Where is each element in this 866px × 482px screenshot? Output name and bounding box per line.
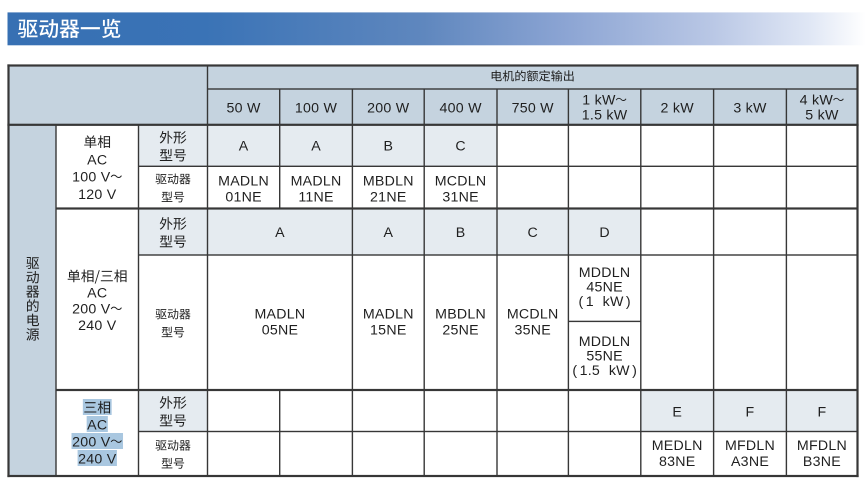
svg-text:MCDLN: MCDLN bbox=[507, 307, 559, 323]
svg-text:B3NE: B3NE bbox=[803, 454, 841, 470]
svg-text:11NE: 11NE bbox=[298, 190, 333, 206]
svg-text:A3NE: A3NE bbox=[731, 454, 769, 470]
svg-text:MFDLN: MFDLN bbox=[725, 438, 775, 454]
svg-text:F: F bbox=[746, 405, 755, 421]
svg-text:1.5: 1.5 bbox=[580, 363, 600, 379]
svg-text:MBDLN: MBDLN bbox=[363, 174, 414, 190]
svg-text:(: ( bbox=[572, 363, 577, 379]
svg-text:D: D bbox=[599, 225, 610, 241]
svg-text:MADLN: MADLN bbox=[291, 174, 342, 190]
svg-text:4 kW: 4 kW bbox=[800, 93, 834, 109]
svg-text:A: A bbox=[239, 139, 249, 155]
svg-text:200 W: 200 W bbox=[367, 100, 410, 116]
svg-text:100 V: 100 V bbox=[72, 170, 111, 186]
svg-text:C: C bbox=[455, 139, 466, 155]
svg-text:MADLN: MADLN bbox=[218, 174, 269, 190]
svg-text:): ) bbox=[632, 363, 637, 379]
svg-text:400 W: 400 W bbox=[439, 100, 482, 116]
svg-text:MEDLN: MEDLN bbox=[652, 438, 703, 454]
svg-text:MBDLN: MBDLN bbox=[435, 307, 486, 323]
svg-text:200 V: 200 V bbox=[72, 302, 111, 318]
svg-text:MADLN: MADLN bbox=[363, 307, 414, 323]
svg-text:1: 1 bbox=[586, 294, 594, 310]
svg-text:50 W: 50 W bbox=[227, 100, 261, 116]
svg-text:1.5 kW: 1.5 kW bbox=[582, 107, 628, 123]
svg-text:A: A bbox=[311, 139, 321, 155]
svg-text:21NE: 21NE bbox=[370, 190, 407, 206]
svg-text:1 kW: 1 kW bbox=[582, 93, 616, 109]
svg-text:100 W: 100 W bbox=[295, 100, 338, 116]
svg-text:F: F bbox=[817, 405, 826, 421]
svg-text:240 V: 240 V bbox=[78, 318, 117, 334]
svg-text:E: E bbox=[672, 405, 682, 421]
svg-text:(: ( bbox=[579, 294, 584, 310]
svg-text:AC: AC bbox=[87, 152, 107, 168]
svg-text:): ) bbox=[626, 294, 631, 310]
svg-text:AC: AC bbox=[87, 417, 107, 433]
svg-text:kW: kW bbox=[609, 363, 630, 379]
svg-text:120 V: 120 V bbox=[78, 187, 117, 203]
svg-text:B: B bbox=[456, 225, 466, 241]
svg-text:A: A bbox=[383, 225, 393, 241]
svg-text:750 W: 750 W bbox=[512, 100, 555, 116]
svg-text:25NE: 25NE bbox=[442, 323, 479, 339]
svg-text:kW: kW bbox=[603, 294, 624, 310]
svg-text:AC: AC bbox=[87, 285, 107, 301]
svg-text:31NE: 31NE bbox=[442, 190, 479, 206]
svg-text:55NE: 55NE bbox=[586, 349, 623, 365]
svg-text:15NE: 15NE bbox=[370, 323, 407, 339]
svg-text:C: C bbox=[527, 225, 538, 241]
svg-text:MCDLN: MCDLN bbox=[435, 174, 487, 190]
svg-text:MADLN: MADLN bbox=[254, 307, 305, 323]
svg-text:A: A bbox=[275, 225, 285, 241]
svg-text:MDDLN: MDDLN bbox=[579, 334, 631, 350]
svg-text:3 kW: 3 kW bbox=[733, 100, 767, 116]
svg-text:01NE: 01NE bbox=[225, 190, 262, 206]
svg-text:200 V: 200 V bbox=[72, 434, 111, 450]
svg-text:240 V: 240 V bbox=[78, 451, 117, 467]
svg-text:45NE: 45NE bbox=[586, 279, 623, 295]
svg-text:B: B bbox=[383, 139, 393, 155]
svg-text:2 kW: 2 kW bbox=[661, 100, 695, 116]
svg-text:5 kW: 5 kW bbox=[805, 107, 839, 123]
svg-text:83NE: 83NE bbox=[659, 454, 696, 470]
svg-text:MDDLN: MDDLN bbox=[579, 265, 631, 281]
svg-text:35NE: 35NE bbox=[514, 323, 551, 339]
svg-text:MFDLN: MFDLN bbox=[797, 438, 847, 454]
svg-text:05NE: 05NE bbox=[262, 323, 299, 339]
